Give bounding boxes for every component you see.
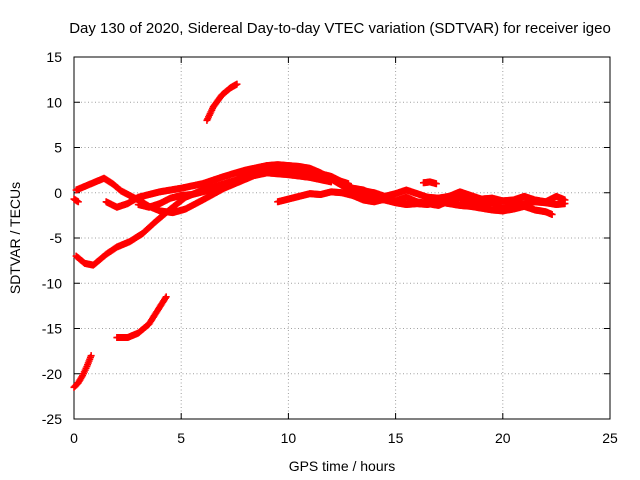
y-tick-label: 15 (46, 49, 62, 65)
x-tick-label: 0 (70, 430, 78, 446)
x-tick-label: 10 (281, 430, 297, 446)
data-point (162, 293, 170, 301)
x-axis-label: GPS time / hours (289, 458, 396, 474)
data-point (561, 196, 569, 204)
y-tick-label: -25 (42, 411, 62, 427)
data-point (233, 80, 241, 88)
axis-ticks: 0 5 10 15 20 25 -25 -20 -15 -10 -5 0 5 10 15 (42, 49, 618, 446)
y-tick-label: 0 (54, 185, 62, 201)
x-tick-label: 20 (495, 430, 511, 446)
series-arc-3 (203, 80, 241, 124)
x-tick-label: 25 (602, 430, 618, 446)
grid (74, 57, 610, 419)
x-tick-label: 15 (388, 430, 404, 446)
series-arc-11 (70, 195, 82, 206)
data-markers (70, 80, 569, 391)
data-point (74, 198, 82, 206)
series-arc-1 (70, 352, 95, 391)
y-tick-label: -20 (42, 366, 62, 382)
y-tick-label: 5 (54, 140, 62, 156)
series-arc-10 (419, 178, 440, 188)
y-tick-label: -5 (50, 230, 63, 246)
series-arc-2 (113, 293, 170, 342)
chart-title: Day 130 of 2020, Sidereal Day-to-day VTE… (69, 20, 611, 37)
data-point (548, 210, 556, 218)
y-tick-label: 10 (46, 94, 62, 110)
data-point (432, 180, 440, 188)
data-point (161, 294, 169, 302)
data-point (87, 352, 95, 360)
x-tick-label: 5 (177, 430, 185, 446)
y-tick-label: -15 (42, 321, 62, 337)
y-tick-label: -10 (42, 275, 62, 291)
series-arc-9 (359, 186, 569, 206)
series-arc-8 (274, 188, 569, 212)
y-axis-label: SDTVAR / TECUs (7, 182, 23, 294)
